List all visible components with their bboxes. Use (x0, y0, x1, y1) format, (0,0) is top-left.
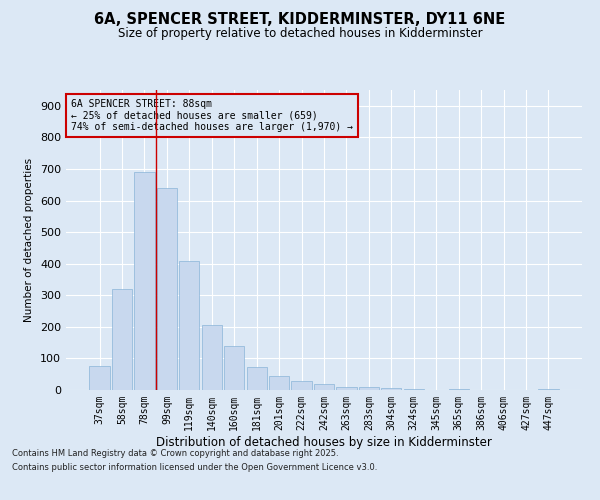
Bar (337, 387, 356, 390)
Bar (202, 326, 222, 390)
Bar (112, 289, 132, 390)
Bar (157, 188, 177, 390)
Text: 6A SPENCER STREET: 88sqm
← 25% of detached houses are smaller (659)
74% of semi-: 6A SPENCER STREET: 88sqm ← 25% of detach… (71, 99, 353, 132)
Text: 6A, SPENCER STREET, KIDDERMINSTER, DY11 6NE: 6A, SPENCER STREET, KIDDERMINSTER, DY11 … (94, 12, 506, 28)
Bar (269, 376, 289, 390)
Bar (359, 388, 379, 390)
Text: Contains public sector information licensed under the Open Government Licence v3: Contains public sector information licen… (12, 464, 377, 472)
Y-axis label: Number of detached properties: Number of detached properties (25, 158, 34, 322)
Bar (404, 389, 424, 390)
Bar (89, 366, 110, 390)
Bar (179, 260, 199, 390)
Text: Size of property relative to detached houses in Kidderminster: Size of property relative to detached ho… (118, 28, 482, 40)
Text: Contains HM Land Registry data © Crown copyright and database right 2025.: Contains HM Land Registry data © Crown c… (12, 448, 338, 458)
Bar (314, 384, 334, 390)
Bar (224, 346, 244, 390)
Bar (381, 388, 401, 390)
Bar (134, 172, 155, 390)
Bar (292, 380, 311, 390)
Bar (247, 368, 267, 390)
X-axis label: Distribution of detached houses by size in Kidderminster: Distribution of detached houses by size … (156, 436, 492, 448)
